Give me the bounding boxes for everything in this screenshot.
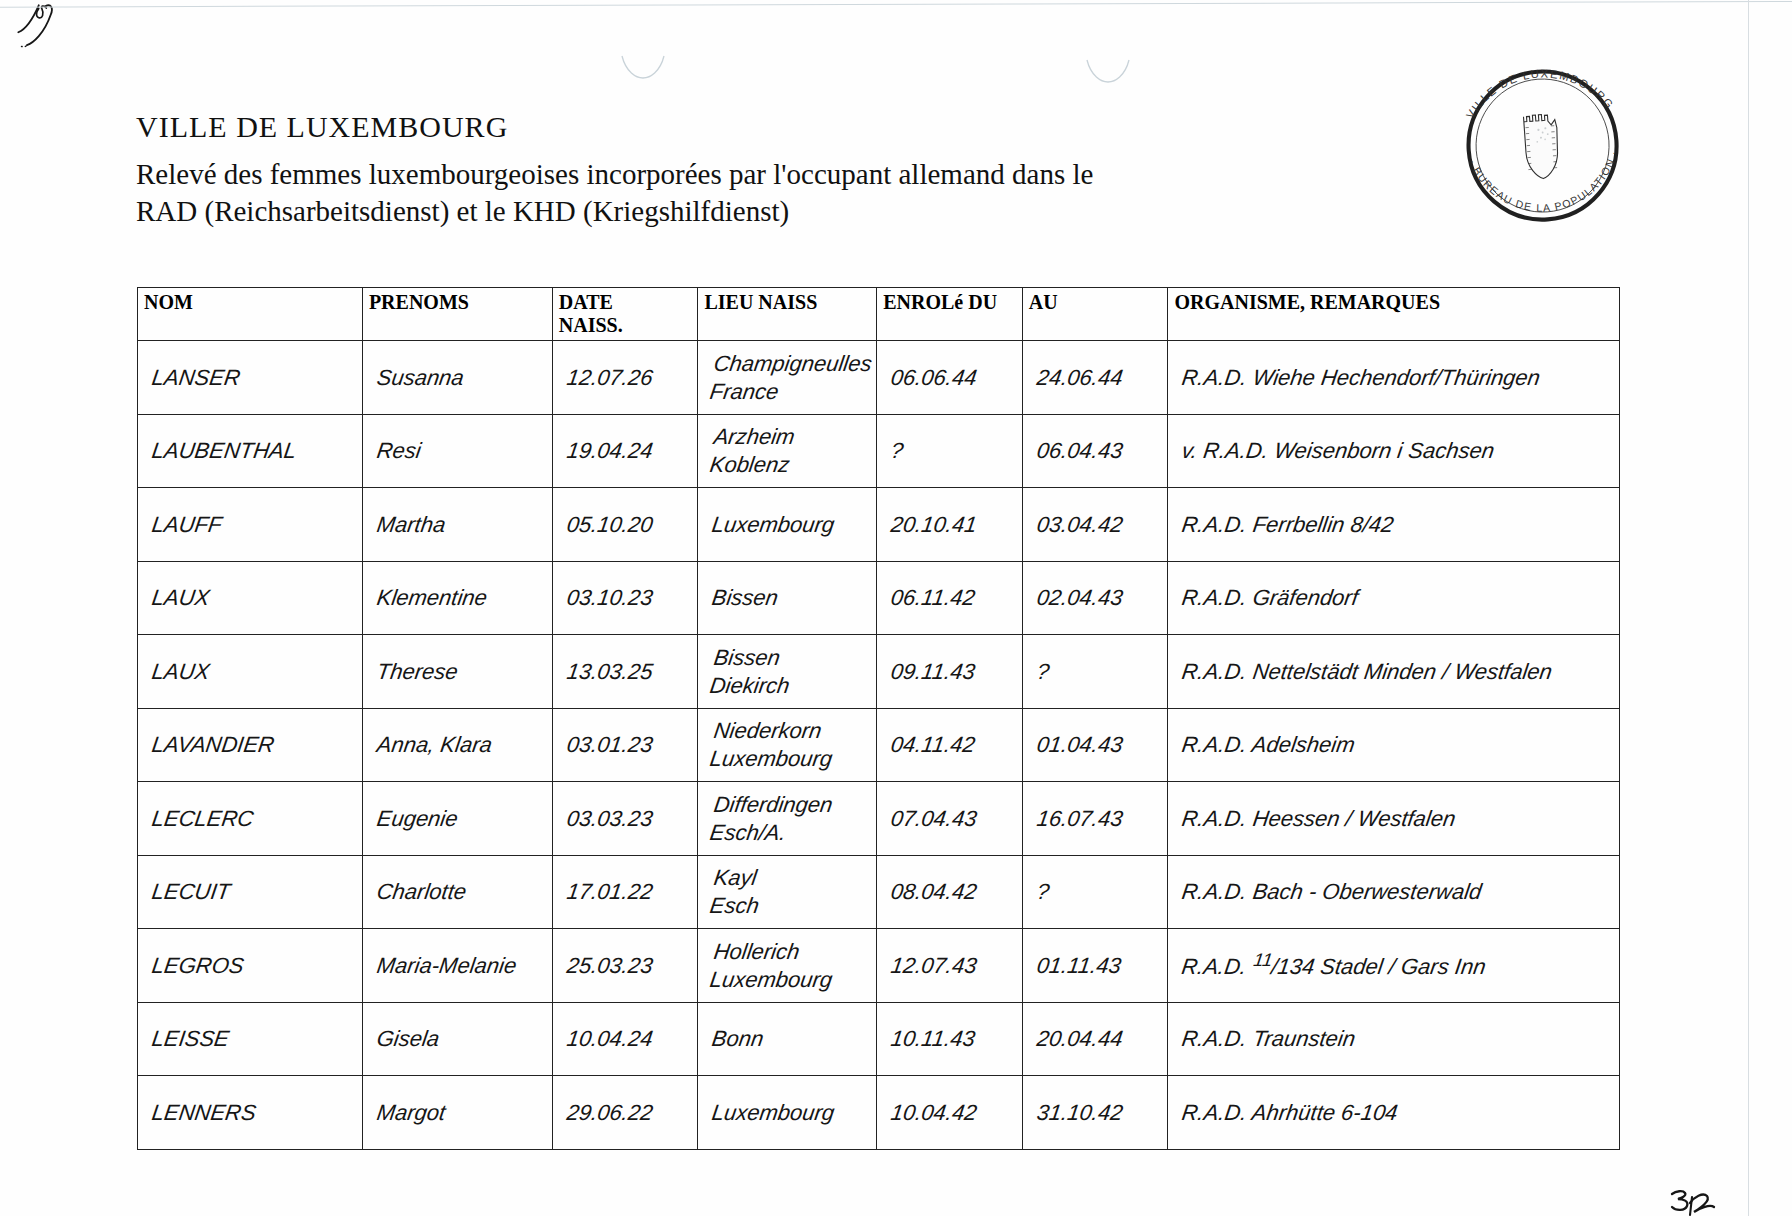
svg-text:VILLE DE LUXEMBOURG: VILLE DE LUXEMBOURG: [1461, 62, 1617, 121]
